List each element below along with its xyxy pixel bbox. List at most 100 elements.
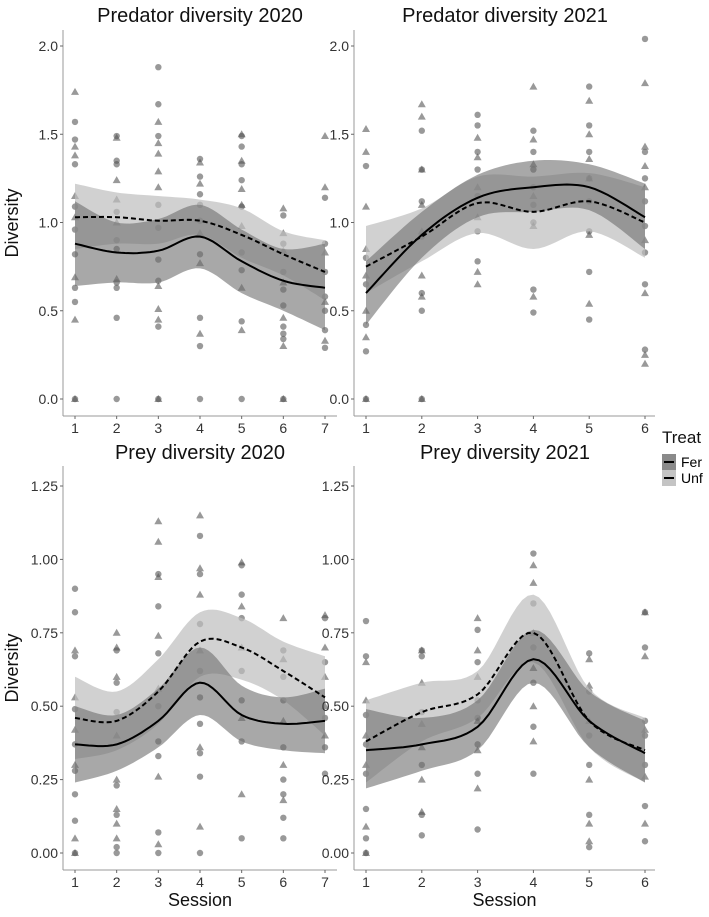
point-triangle xyxy=(196,158,204,166)
point-circle xyxy=(280,776,287,783)
point-triangle xyxy=(529,135,538,143)
y-tick-label: 1.5 xyxy=(330,126,350,142)
point-circle xyxy=(155,650,162,657)
point-triangle xyxy=(362,395,370,402)
point-triangle xyxy=(321,183,329,191)
point-circle xyxy=(280,323,287,330)
y-tick-label: 0.50 xyxy=(322,698,349,714)
point-triangle xyxy=(154,282,163,290)
point-triangle xyxy=(362,202,370,210)
y-tick-label: 1.0 xyxy=(330,215,350,231)
point-circle xyxy=(586,268,593,276)
point-triangle xyxy=(529,561,538,569)
point-circle xyxy=(113,811,120,819)
point-circle xyxy=(196,532,204,540)
point-triangle xyxy=(154,772,163,780)
point-triangle xyxy=(585,130,594,138)
x-tick-label: 5 xyxy=(238,420,246,436)
point-circle xyxy=(418,307,425,314)
point-circle xyxy=(238,176,245,184)
point-triangle xyxy=(417,200,426,208)
point-triangle xyxy=(641,350,649,358)
smooth-line-unf xyxy=(75,215,326,273)
y-tick-label: 0.25 xyxy=(31,772,58,788)
point-triangle xyxy=(362,849,370,856)
y-tick-label: 1.5 xyxy=(39,126,59,142)
point-triangle xyxy=(321,611,329,619)
x-tick-label: 1 xyxy=(71,420,79,436)
point-circle xyxy=(71,791,79,798)
point-triangle xyxy=(237,156,246,164)
y-tick-label: 0.75 xyxy=(31,625,58,641)
smooth-line-fer xyxy=(365,658,646,755)
point-triangle xyxy=(641,608,649,616)
x-tick-label: 5 xyxy=(585,874,593,890)
point-triangle xyxy=(585,837,594,845)
point-circle xyxy=(530,309,537,316)
point-circle xyxy=(238,591,245,598)
point-triangle xyxy=(154,304,163,312)
point-triangle xyxy=(71,87,79,95)
point-circle xyxy=(641,644,649,651)
point-triangle xyxy=(237,558,246,566)
point-circle xyxy=(71,585,79,592)
x-tick-label: 3 xyxy=(154,874,162,890)
point-circle xyxy=(280,814,287,821)
point-triangle xyxy=(154,573,163,581)
point-triangle xyxy=(473,280,482,288)
point-triangle xyxy=(417,395,426,402)
point-triangle xyxy=(154,149,163,157)
point-circle xyxy=(71,609,79,616)
point-circle xyxy=(71,653,79,660)
ribbon-fer xyxy=(75,201,325,331)
point-triangle xyxy=(112,775,121,783)
y-tick-label: 0.75 xyxy=(322,625,349,641)
point-triangle xyxy=(71,151,79,159)
point-triangle xyxy=(196,179,204,187)
point-circle xyxy=(321,194,329,201)
x-tick-label: 2 xyxy=(113,874,121,890)
point-circle xyxy=(155,63,162,71)
x-tick-label: 2 xyxy=(418,420,426,436)
point-circle xyxy=(196,570,204,578)
point-circle xyxy=(586,83,593,90)
point-triangle xyxy=(71,646,79,654)
point-circle xyxy=(474,626,481,634)
point-triangle xyxy=(417,775,426,783)
panel-title: Prey diversity 2020 xyxy=(115,442,285,464)
point-circle xyxy=(586,650,593,657)
point-triangle xyxy=(154,139,163,147)
point-triangle xyxy=(585,819,594,827)
x-tick-label: 3 xyxy=(474,420,482,436)
point-circle xyxy=(474,111,481,119)
x-tick-label: 4 xyxy=(196,420,204,436)
point-circle xyxy=(196,191,204,198)
point-circle xyxy=(586,761,593,769)
point-triangle xyxy=(71,142,79,150)
x-tick-label: 6 xyxy=(279,874,287,890)
point-triangle xyxy=(417,165,426,173)
point-triangle xyxy=(362,124,370,132)
point-triangle xyxy=(279,342,288,350)
point-circle xyxy=(641,148,649,156)
point-triangle xyxy=(154,183,163,191)
point-circle xyxy=(641,175,649,182)
point-circle xyxy=(113,314,120,322)
y-tick-label: 2.0 xyxy=(330,38,350,54)
legend-key-dashed xyxy=(662,470,676,486)
point-triangle xyxy=(279,395,288,402)
point-triangle xyxy=(154,315,163,323)
point-triangle xyxy=(279,760,288,768)
point-triangle xyxy=(529,292,538,300)
point-triangle xyxy=(196,564,204,572)
x-tick-label: 3 xyxy=(474,874,482,890)
point-triangle xyxy=(321,336,329,344)
x-tick-label: 1 xyxy=(71,874,79,890)
point-triangle xyxy=(279,313,288,321)
point-triangle xyxy=(196,743,204,751)
point-triangle xyxy=(473,267,482,275)
point-circle xyxy=(530,550,537,557)
point-circle xyxy=(238,318,245,325)
point-triangle xyxy=(112,133,121,141)
